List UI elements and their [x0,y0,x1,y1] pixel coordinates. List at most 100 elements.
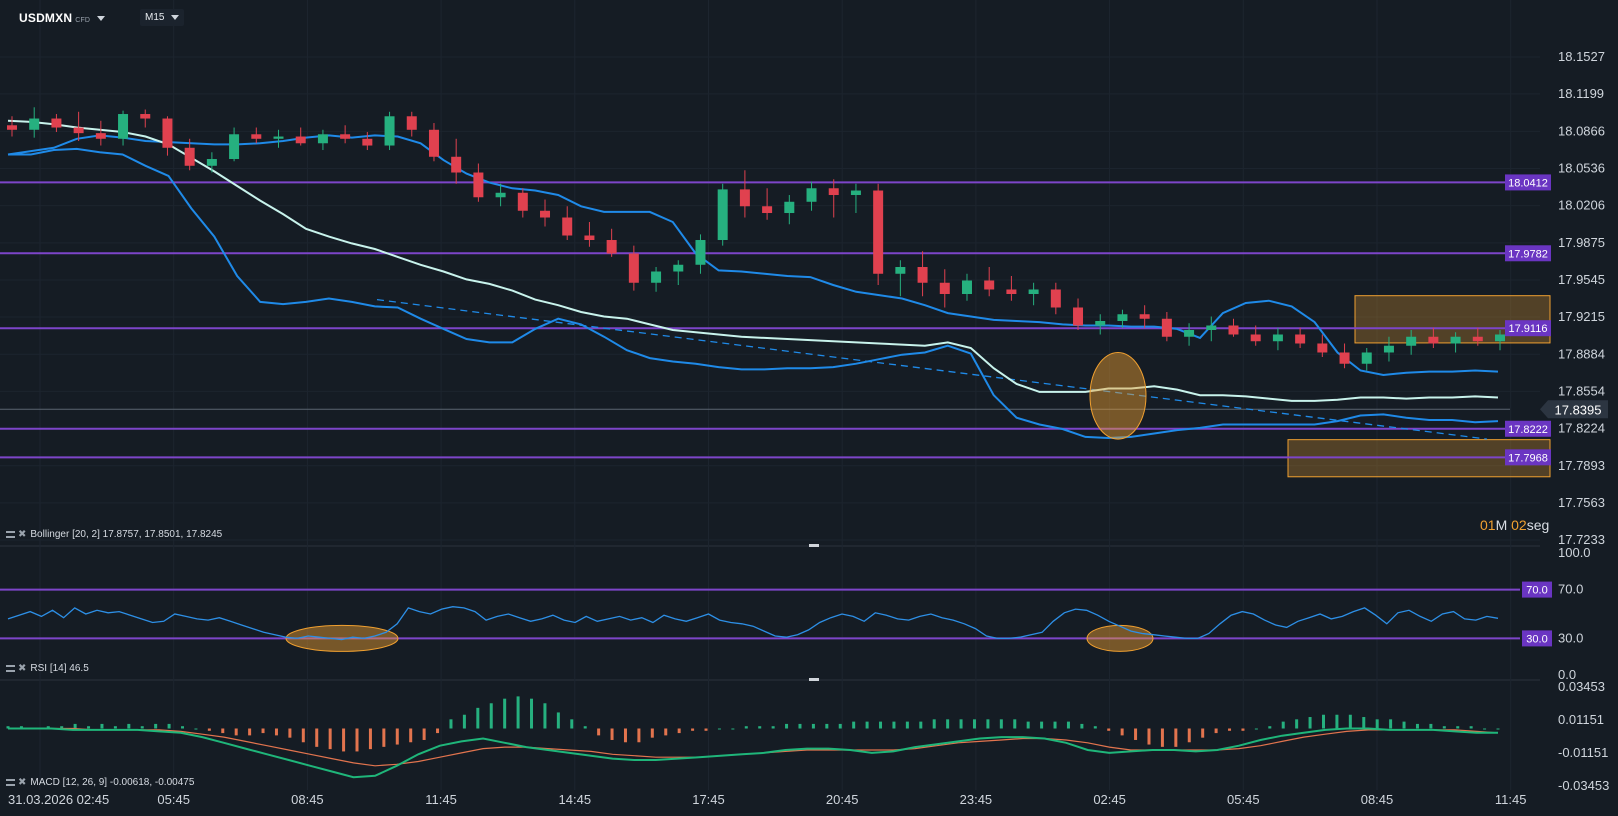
macd-histogram-bar [1429,723,1433,729]
macd-histogram-bar [207,728,211,731]
candle-body [984,280,995,290]
candle-body [451,156,462,173]
price-axis-tick: 17.8554 [1558,383,1605,398]
macd-histogram-bar [744,726,748,729]
candle-body [317,134,328,144]
candle-body [7,125,17,130]
candle-body [495,192,506,198]
candle-body [295,136,306,144]
macd-histogram-bar [1214,728,1218,734]
candle-body [1495,334,1505,342]
macd-histogram-bar [986,719,990,729]
price-axis-tick: 17.7893 [1558,458,1605,473]
macd-histogram-bar [892,721,896,729]
price-axis-tick: 17.8224 [1558,421,1605,436]
candle-body [1383,345,1394,353]
rsi-highlight-ellipse [285,624,399,652]
macd-histogram-bar [167,723,171,729]
macd-axis-tick: -0.01151 [1558,745,1608,760]
candle-body [1050,289,1061,308]
close-icon[interactable]: ✖ [18,529,27,540]
settings-icon[interactable] [6,531,15,538]
chevron-down-icon [171,14,180,20]
countdown-seconds: 02 [1511,517,1527,533]
chevron-down-icon [97,16,106,22]
macd-histogram-bar [825,723,829,729]
macd-legend[interactable]: ✖ MACD [12, 26, 9] -0.00618, -0.00475 [6,777,194,788]
symbol-selector[interactable]: USDMXN CFD [19,11,106,25]
candle-body [1028,289,1039,295]
candle-body [1361,352,1372,364]
macd-histogram-bar [503,698,507,729]
macd-histogram-bar [865,721,869,729]
macd-histogram-bar [556,712,560,729]
time-axis-tick: 20:45 [826,792,859,807]
settings-icon[interactable] [6,665,15,672]
macd-histogram-bar [342,728,346,752]
macd-histogram-bar [395,728,399,745]
close-icon[interactable]: ✖ [18,777,27,788]
candle-body [140,114,151,119]
candle-body [273,136,284,139]
price-axis-tick: 17.9875 [1558,235,1605,250]
macd-histogram-bar [301,728,305,743]
candle-countdown: 01M 02seg [1480,517,1549,533]
pane-resize-handle [809,678,819,681]
rsi-highlight-ellipse [1086,624,1154,652]
macd-histogram-bar [852,721,856,729]
pane-resize-handle [809,544,819,547]
macd-histogram-bar [946,719,950,729]
macd-histogram-bar [1442,726,1446,729]
macd-histogram-bar [879,721,883,729]
rsi-axis-tick: 30.0 [1558,630,1583,645]
macd-histogram-bar [905,721,909,729]
candle-body [1250,334,1261,342]
bollinger-legend[interactable]: ✖ Bollinger [20, 2] 17.8757, 17.8501, 17.… [6,529,222,540]
candle-body [29,118,40,130]
timeframe-label: M15 [145,12,165,23]
countdown-minutes-unit: M [1495,517,1508,533]
level-price-label: 18.0412 [1508,177,1548,189]
candle-body [1184,329,1195,337]
macd-histogram-bar [1134,728,1138,740]
level-price-label: 17.9782 [1508,248,1548,260]
candle-body [739,189,750,207]
settings-icon[interactable] [6,779,15,786]
close-icon[interactable]: ✖ [18,663,27,674]
candle-body [229,134,240,160]
macd-histogram-bar [140,726,144,729]
candle-body [206,159,217,166]
time-axis-tick: 05:45 [1227,792,1260,807]
candle-body [873,190,884,274]
macd-histogram-bar [650,728,654,738]
macd-histogram-bar [516,696,520,729]
price-axis-tick: 17.9545 [1558,272,1605,287]
candle-body [1095,320,1106,326]
candle-body [540,210,551,218]
level-price-tag [1505,245,1551,262]
macd-histogram-bar [355,728,359,752]
bollinger-title: Bollinger [20, 2] 17.8757, 17.8501, 17.8… [30,529,223,540]
rsi-axis-tick: 100.0 [1558,545,1591,560]
timeframe-selector[interactable]: M15 [140,9,185,26]
candle-body [95,133,106,139]
time-axis-tick: 11:45 [1495,792,1527,807]
rsi-legend[interactable]: ✖ RSI [14] 46.5 [6,663,89,674]
time-axis-tick: 14:45 [559,792,592,807]
macd-histogram-bar [1362,717,1366,729]
macd-histogram-bar [1348,714,1352,729]
macd-histogram-bar [570,719,574,729]
macd-histogram-bar [113,726,117,729]
macd-histogram-bar [583,726,587,729]
macd-histogram-bar [677,728,681,734]
candle-body [73,127,84,134]
candle-body [762,206,773,214]
macd-histogram-bar [972,719,976,729]
candle-body [1428,336,1439,344]
candle-body [1339,352,1350,364]
level-price-tag [1505,449,1551,466]
candle-body [1317,343,1328,353]
candle-body [1228,325,1239,335]
macd-axis-tick: 0.03453 [1558,679,1605,694]
